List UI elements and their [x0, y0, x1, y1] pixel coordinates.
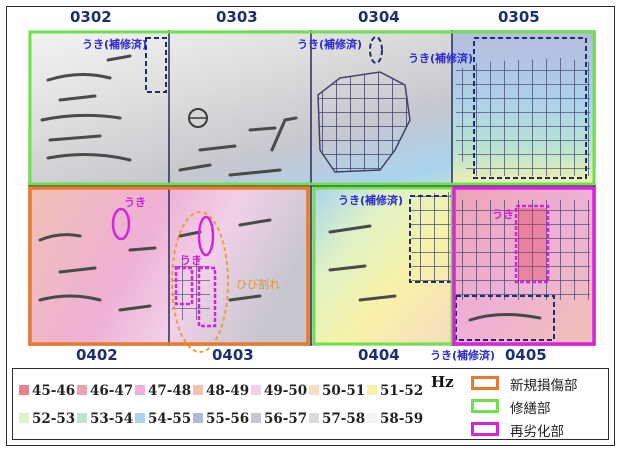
- legend-swatch: [77, 413, 87, 423]
- repair-grid-0405: [456, 200, 590, 300]
- legend-range-label: 58-59: [380, 411, 424, 427]
- legend-range-label: 47-48: [148, 383, 192, 399]
- legend-swatch: [251, 413, 261, 423]
- legend-range-56-57: 56-57: [251, 411, 307, 427]
- new-damage-box: [28, 186, 310, 346]
- legend-range-54-55: 54-55: [135, 411, 191, 427]
- legend-range-label: 50-51: [322, 383, 366, 399]
- legend-range-label: 56-57: [264, 411, 308, 427]
- legend-range-47-48: 47-48: [135, 383, 191, 399]
- repair-grid-0404: [410, 192, 452, 282]
- legend-range-58-59: 58-59: [367, 411, 423, 427]
- legend-range-48-49: 48-49: [193, 383, 249, 399]
- legend-range-label: 54-55: [148, 411, 192, 427]
- legend-swatch: [19, 413, 29, 423]
- legend-range-label: 49-50: [264, 383, 308, 399]
- legend-range-label: 46-47: [90, 383, 134, 399]
- legend-new-damage-label: 新規損傷部: [510, 378, 578, 394]
- legend-swatch: [251, 385, 261, 395]
- redeteriorated-box: [452, 186, 596, 346]
- legend-unit: Hz: [431, 373, 454, 391]
- legend-range-52-53: 52-53: [19, 411, 75, 427]
- legend-range-label: 48-49: [206, 383, 250, 399]
- contour-bottom-left: [28, 186, 314, 346]
- legend-repaired-label: 修繕部: [510, 401, 551, 417]
- annotation-0403-crack: ひび割れ: [236, 278, 280, 291]
- legend-swatch: [135, 385, 145, 395]
- slab-diagram: [28, 30, 596, 353]
- annotation-0405-bottom: うき(補修済): [430, 349, 496, 362]
- legend-swatch: [193, 413, 203, 423]
- legend-range-49-50: 49-50: [251, 383, 307, 399]
- legend-range-label: 52-53: [32, 411, 76, 427]
- legend-swatch: [309, 385, 319, 395]
- panel-label-0302: 0302: [70, 8, 112, 26]
- panel-label-0405: 0405: [505, 346, 547, 364]
- annotation-0302: うき(補修済): [82, 38, 148, 51]
- legend: Hz 45-46 46-47 47-48 48-49 49-50 50-51 51-52 52…: [12, 368, 609, 440]
- legend-range-55-56: 55-56: [193, 411, 249, 427]
- legend-range-51-52: 51-52: [367, 383, 423, 399]
- repaired-box-top: [28, 30, 596, 186]
- legend-swatch: [309, 413, 319, 423]
- legend-range-46-47: 46-47: [77, 383, 133, 399]
- legend-swatch: [135, 413, 145, 423]
- legend-redeteriorated-key: [471, 422, 499, 436]
- legend-swatch: [19, 385, 29, 395]
- panel-label-0304: 0304: [358, 8, 400, 26]
- legend-redeteriorated-label: 再劣化部: [510, 424, 564, 440]
- crack-strokes: [38, 54, 542, 322]
- annotation-0402: うき: [124, 196, 146, 209]
- legend-range-label: 57-58: [322, 411, 366, 427]
- legend-repaired-key: [471, 399, 499, 413]
- panel-label-0305: 0305: [498, 8, 540, 26]
- legend-range-57-58: 57-58: [309, 411, 365, 427]
- legend-range-label: 51-52: [380, 383, 424, 399]
- crack-zone-ellipse: [171, 211, 229, 353]
- legend-range-label: 53-54: [90, 411, 134, 427]
- legend-range-label: 45-46: [32, 383, 76, 399]
- legend-swatch: [367, 385, 377, 395]
- repaired-box-0404: [312, 186, 454, 346]
- legend-swatch: [367, 413, 377, 423]
- legend-range-label: 55-56: [206, 411, 250, 427]
- legend-range-53-54: 53-54: [77, 411, 133, 427]
- legend-swatch: [77, 385, 87, 395]
- repair-grid-0304: [317, 71, 411, 173]
- panel-label-0303: 0303: [216, 8, 258, 26]
- annotation-0304: うき(補修済): [297, 38, 363, 51]
- legend-swatch: [193, 385, 203, 395]
- repair-grid-0305: [456, 58, 590, 176]
- legend-range-45-46: 45-46: [19, 383, 75, 399]
- legend-new-damage-key: [471, 376, 499, 390]
- annotation-0305: うき(補修済): [408, 52, 474, 65]
- annotation-0405-uki: うき: [492, 208, 514, 221]
- panel-label-0402: 0402: [76, 346, 118, 364]
- magenta-marks: [111, 204, 550, 328]
- annotation-0404: うき(補修済): [338, 194, 404, 207]
- panel-label-0404: 0404: [358, 346, 400, 364]
- annotation-0403-uki: うき: [180, 254, 202, 267]
- legend-range-50-51: 50-51: [309, 383, 365, 399]
- panel-label-0403: 0403: [212, 346, 254, 364]
